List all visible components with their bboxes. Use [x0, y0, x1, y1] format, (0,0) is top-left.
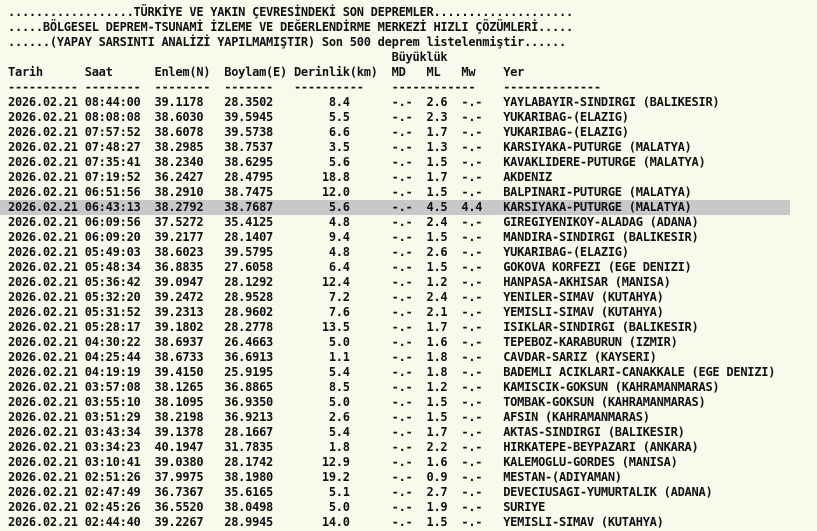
earthquake-row: 2026.02.21 02:47:49 36.7367 35.6165 5.1 …	[8, 485, 713, 499]
earthquake-row: 2026.02.21 05:32:20 39.2472 28.9528 7.2 …	[8, 290, 664, 304]
earthquake-row: 2026.02.21 03:55:10 38.1095 36.9350 5.0 …	[8, 395, 706, 409]
earthquake-row: 2026.02.21 07:57:52 38.6078 39.5738 6.6 …	[8, 125, 629, 139]
earthquake-row-highlighted: 2026.02.21 06:43:13 38.2792 38.7687 5.6 …	[0, 200, 790, 215]
magnitude-group-label: Büyüklük	[8, 50, 448, 64]
earthquake-row: 2026.02.21 03:57:08 38.1265 36.8865 8.5 …	[8, 380, 720, 394]
column-separator: ---------- -------- -------- ------- ---…	[8, 80, 601, 94]
column-headers: Tarih Saat Enlem(N) Boylam(E) Derinlik(k…	[8, 65, 525, 79]
earthquake-row: 2026.02.21 08:44:00 39.1178 28.3502 8.4 …	[8, 95, 720, 109]
earthquake-row: 2026.02.21 05:48:34 36.8835 27.6058 6.4 …	[8, 260, 692, 274]
earthquake-list: 2026.02.21 08:44:00 39.1178 28.3502 8.4 …	[0, 95, 817, 530]
earthquake-row: 2026.02.21 03:10:41 39.0380 28.1742 12.9…	[8, 455, 678, 469]
earthquake-row: 2026.02.21 06:51:56 38.2910 38.7475 12.0…	[8, 185, 692, 199]
earthquake-row: 2026.02.21 07:35:41 38.2340 38.6295 5.6 …	[8, 155, 706, 169]
earthquake-row: 2026.02.21 02:45:26 36.5520 38.0498 5.0 …	[8, 500, 546, 514]
report-title: ..................TÜRKİYE VE YAKIN ÇEVRE…	[8, 5, 573, 19]
earthquake-row: 2026.02.21 05:31:52 39.2313 28.9602 7.6 …	[8, 305, 664, 319]
earthquake-row: 2026.02.21 02:51:26 37.9975 38.1980 19.2…	[8, 470, 622, 484]
earthquake-row: 2026.02.21 04:30:22 38.6937 26.4663 5.0 …	[8, 335, 678, 349]
earthquake-row: 2026.02.21 05:49:03 38.6023 39.5795 4.8 …	[8, 245, 629, 259]
earthquake-row: 2026.02.21 03:34:23 40.1947 31.7835 1.8 …	[8, 440, 699, 454]
earthquake-row: 2026.02.21 07:48:27 38.2985 38.7537 3.5 …	[8, 140, 692, 154]
earthquake-row: 2026.02.21 04:19:19 39.4150 25.9195 5.4 …	[8, 365, 776, 379]
earthquake-row: 2026.02.21 07:19:52 36.2427 28.4795 18.8…	[8, 170, 553, 184]
earthquake-row: 2026.02.21 08:08:08 38.6030 39.5945 5.5 …	[8, 110, 629, 124]
earthquake-row: 2026.02.21 03:43:34 39.1378 28.1667 5.4 …	[8, 425, 685, 439]
earthquake-row: 2026.02.21 05:36:42 39.0947 28.1292 12.4…	[8, 275, 671, 289]
earthquake-row: 2026.02.21 02:44:40 39.2267 28.9945 14.0…	[8, 515, 664, 529]
report-info: ......(YAPAY SARSINTI ANALİZİ YAPILMAMIŞ…	[8, 35, 566, 49]
report-subtitle: .....BÖLGESEL DEPREM-TSUNAMİ İZLEME VE D…	[8, 20, 573, 34]
earthquake-row: 2026.02.21 04:25:44 38.6733 36.6913 1.1 …	[8, 350, 657, 364]
earthquake-row: 2026.02.21 06:09:56 37.5272 35.4125 4.8 …	[8, 215, 699, 229]
earthquake-row: 2026.02.21 03:51:29 38.2198 36.9213 2.6 …	[8, 410, 650, 424]
earthquake-row: 2026.02.21 05:28:17 39.1802 28.2778 13.5…	[8, 320, 699, 334]
earthquake-row: 2026.02.21 06:09:20 39.2177 28.1407 9.4 …	[8, 230, 699, 244]
